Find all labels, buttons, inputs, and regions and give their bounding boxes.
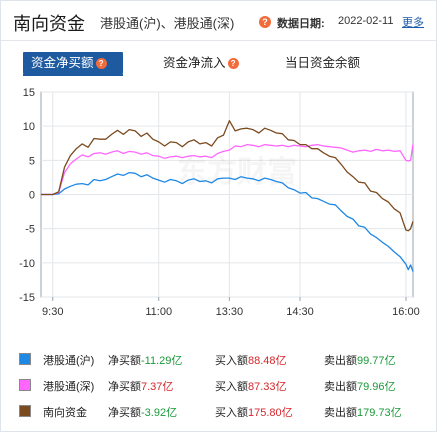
legend-row-hu: 港股通(沪) 净买额-11.29亿 买入额88.48亿 卖出额99.77亿 xyxy=(1,349,437,369)
y-tick-label: 15 xyxy=(23,87,35,99)
legend-sell: 卖出额79.96亿 xyxy=(324,378,396,394)
series-line-1 xyxy=(41,171,414,272)
more-link[interactable]: 更多 xyxy=(402,17,424,29)
legend-net-label: 净买额 xyxy=(108,381,141,393)
x-tick-label: 14:30 xyxy=(286,306,314,318)
legend-swatch-hu xyxy=(19,353,31,365)
legend-sell-value: 79.96亿 xyxy=(357,381,396,393)
watermark: 东方财富 xyxy=(177,155,297,190)
legend-swatch-total xyxy=(19,405,31,417)
legend-net-label: 净买额 xyxy=(108,355,141,367)
tab-daily-balance[interactable]: 当日资金余额 xyxy=(285,52,360,74)
legend-net: 净买额-11.29亿 xyxy=(108,352,182,368)
legend-net-label: 净买额 xyxy=(108,407,141,419)
date-label: 数据日期: xyxy=(277,18,325,30)
legend-name: 港股通(深) xyxy=(43,381,95,393)
tab-net-inflow-label: 资金净流入 xyxy=(163,56,226,70)
tab-net-buy-label: 资金净买额 xyxy=(31,56,94,70)
x-tick-label: 16:00 xyxy=(392,306,420,318)
y-tick-label: -10 xyxy=(19,258,35,270)
legend-net-value: -11.29亿 xyxy=(141,355,183,367)
legend-swatch-shen xyxy=(19,379,31,391)
series-line-2 xyxy=(41,143,414,196)
legend-net-value: 7.37亿 xyxy=(141,381,174,393)
legend-sell-value: 99.77亿 xyxy=(357,355,396,367)
panel-title: 南向资金 xyxy=(13,14,85,34)
date-value: 2022-02-11 xyxy=(338,15,394,27)
y-tick-label: -15 xyxy=(19,292,35,304)
legend-sell-label: 卖出额 xyxy=(324,381,357,393)
question-icon[interactable]: ? xyxy=(259,16,271,28)
legend-buy: 买入额87.33亿 xyxy=(215,378,287,394)
question-icon[interactable]: ? xyxy=(95,58,107,69)
y-tick-label: 0 xyxy=(29,190,35,202)
legend-sell: 卖出额99.77亿 xyxy=(324,352,396,368)
legend-buy-label: 买入额 xyxy=(215,355,248,367)
legend-name: 南向资金 xyxy=(43,407,87,419)
tab-underline xyxy=(23,74,123,76)
legend-name: 港股通(沪) xyxy=(43,355,95,367)
x-tick-label: 11:00 xyxy=(145,306,172,318)
legend-net-value: -3.92亿 xyxy=(141,407,178,419)
legend-net: 净买额-3.92亿 xyxy=(108,404,177,420)
legend-buy-label: 买入额 xyxy=(215,407,248,419)
x-tick-label: 13:30 xyxy=(216,306,244,318)
legend-row-total: 南向资金 净买额-3.92亿 买入额175.80亿 卖出额179.73亿 xyxy=(1,401,437,421)
question-icon[interactable]: ? xyxy=(227,58,239,69)
legend-buy-value: 175.80亿 xyxy=(248,407,293,419)
legend-net: 净买额7.37亿 xyxy=(108,378,173,394)
legend-sell-label: 卖出额 xyxy=(324,407,357,419)
legend-buy-value: 88.48亿 xyxy=(248,355,287,367)
tab-daily-balance-label: 当日资金余额 xyxy=(285,56,361,70)
legend-sell-label: 卖出额 xyxy=(324,355,357,367)
legend-buy-value: 87.33亿 xyxy=(248,381,287,393)
tab-bar: 资金净买额? 资金净流入? 当日资金余额 xyxy=(23,52,423,74)
legend-sell-value: 179.73亿 xyxy=(357,407,402,419)
panel-header: 南向资金 港股通(沪)、港股通(深) ? 数据日期: 2022-02-11 更多 xyxy=(1,1,436,41)
x-tick-label: 9:30 xyxy=(42,306,63,318)
tab-net-inflow[interactable]: 资金净流入? xyxy=(163,52,239,74)
legend-row-shen: 港股通(深) 净买额7.37亿 买入额87.33亿 卖出额79.96亿 xyxy=(1,375,437,395)
panel-subtitle: 港股通(沪)、港股通(深) xyxy=(100,16,235,31)
series-line-3 xyxy=(41,120,414,232)
legend-buy: 买入额88.48亿 xyxy=(215,352,287,368)
y-tick-label: -5 xyxy=(25,224,35,236)
legend-sell: 卖出额179.73亿 xyxy=(324,404,402,420)
tab-net-buy[interactable]: 资金净买额? xyxy=(23,52,123,74)
flow-line-chart[interactable]: 15 10 5 0 -5 -10 -15 9:30 11:00 13:30 14:30 16:00 东方… xyxy=(1,81,437,326)
legend-buy-label: 买入额 xyxy=(215,381,248,393)
legend-buy: 买入额175.80亿 xyxy=(215,404,293,420)
y-tick-label: 10 xyxy=(23,121,35,133)
y-tick-label: 5 xyxy=(29,155,35,167)
